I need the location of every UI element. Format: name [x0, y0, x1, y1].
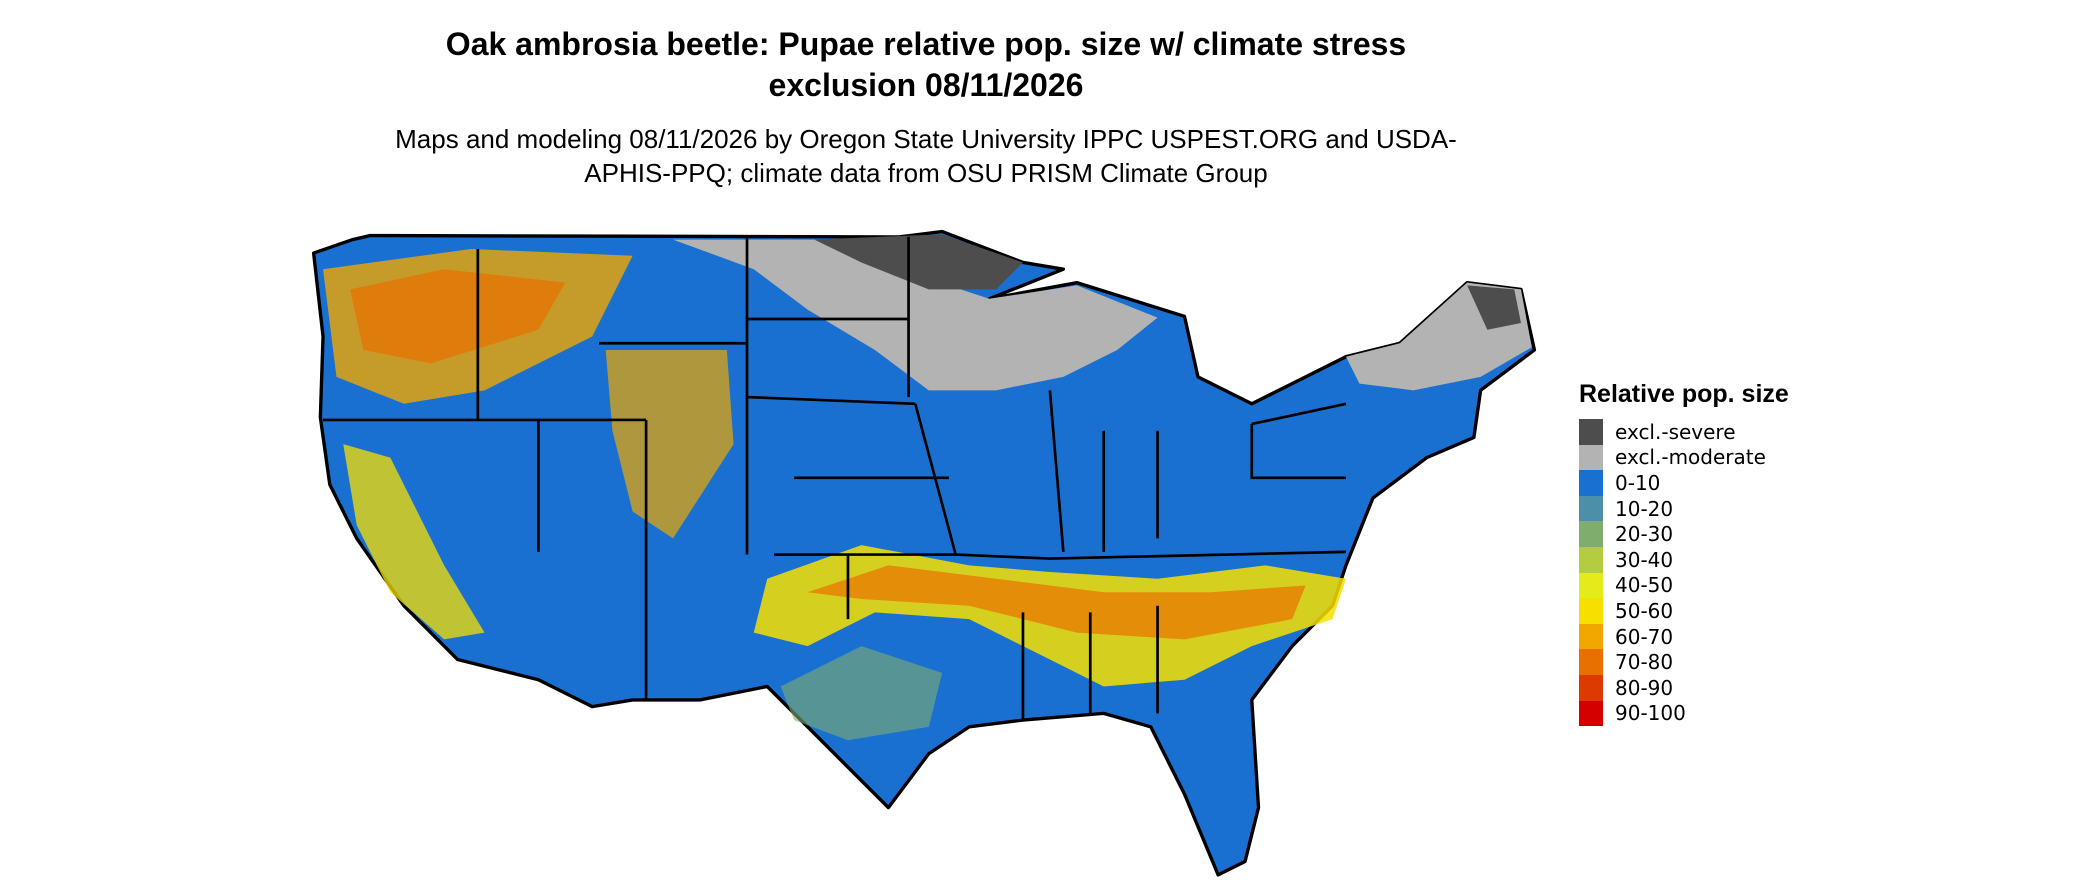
legend-label: 20-30	[1615, 522, 1674, 547]
legend-swatch	[1579, 700, 1603, 727]
legend-title: Relative pop. size	[1579, 380, 1789, 408]
title: Oak ambrosia beetle: Pupae relative pop.…	[445, 26, 1407, 103]
legend-label: 50-60	[1615, 598, 1674, 623]
excluded-moderate-north	[673, 239, 1158, 391]
legend-swatch	[1579, 495, 1603, 522]
legend-item: 60-70	[1579, 623, 1789, 650]
hotspot-colorado	[605, 349, 734, 539]
legend-swatch	[1579, 674, 1603, 701]
map-body	[311, 229, 1537, 877]
legend-item: 20-30	[1579, 521, 1789, 547]
legend-swatch	[1579, 444, 1603, 471]
legend-item: 90-100	[1579, 700, 1789, 727]
legend-label: excl.-severe	[1615, 419, 1736, 444]
legend-item: 30-40	[1579, 546, 1789, 573]
legend-item: excl.-severe	[1579, 419, 1789, 445]
legend-label: 0-10	[1615, 470, 1661, 495]
legend-swatch	[1579, 419, 1603, 445]
legend-label: 60-70	[1615, 624, 1674, 649]
legend-label: 80-90	[1615, 675, 1674, 700]
legend-items: excl.-severe excl.-moderate 0-10 10-20 20-30…	[1579, 419, 1789, 727]
legend-label: 30-40	[1615, 547, 1674, 572]
legend-swatch	[1579, 521, 1603, 547]
moderate-texas	[780, 646, 943, 741]
border	[323, 236, 1347, 721]
legend-item: 50-60	[1579, 598, 1789, 624]
legend-item: 70-80	[1579, 649, 1789, 675]
legend-swatch	[1579, 470, 1603, 496]
legend-label: 90-100	[1615, 701, 1686, 726]
legend-swatch	[1579, 546, 1603, 573]
legend-label: 70-80	[1615, 650, 1674, 675]
subtitle: Maps and modeling 08/11/2026 by Oregon S…	[395, 124, 1457, 188]
excluded-severe-north	[814, 234, 1023, 290]
hotspot-south-core	[807, 565, 1306, 640]
state-borders	[323, 236, 1347, 721]
legend-label: excl.-moderate	[1615, 445, 1766, 470]
excluded-severe-northeast	[1467, 285, 1521, 330]
hotspot-california	[343, 444, 485, 640]
legend-item: 80-90	[1579, 674, 1789, 701]
legend-item: 0-10	[1579, 470, 1789, 496]
hotspot-west-core	[349, 269, 566, 364]
legend-label: 10-20	[1615, 496, 1674, 521]
legend-label: 40-50	[1615, 573, 1674, 598]
legend-item: excl.-moderate	[1579, 444, 1789, 471]
legend-swatch	[1579, 623, 1603, 650]
legend: Relative pop. size excl.-severe excl.-mod…	[1579, 380, 1789, 727]
legend-item: 10-20	[1579, 495, 1789, 522]
legend-swatch	[1579, 649, 1603, 675]
legend-swatch	[1579, 572, 1603, 599]
legend-item: 40-50	[1579, 572, 1789, 599]
legend-swatch	[1579, 598, 1603, 624]
